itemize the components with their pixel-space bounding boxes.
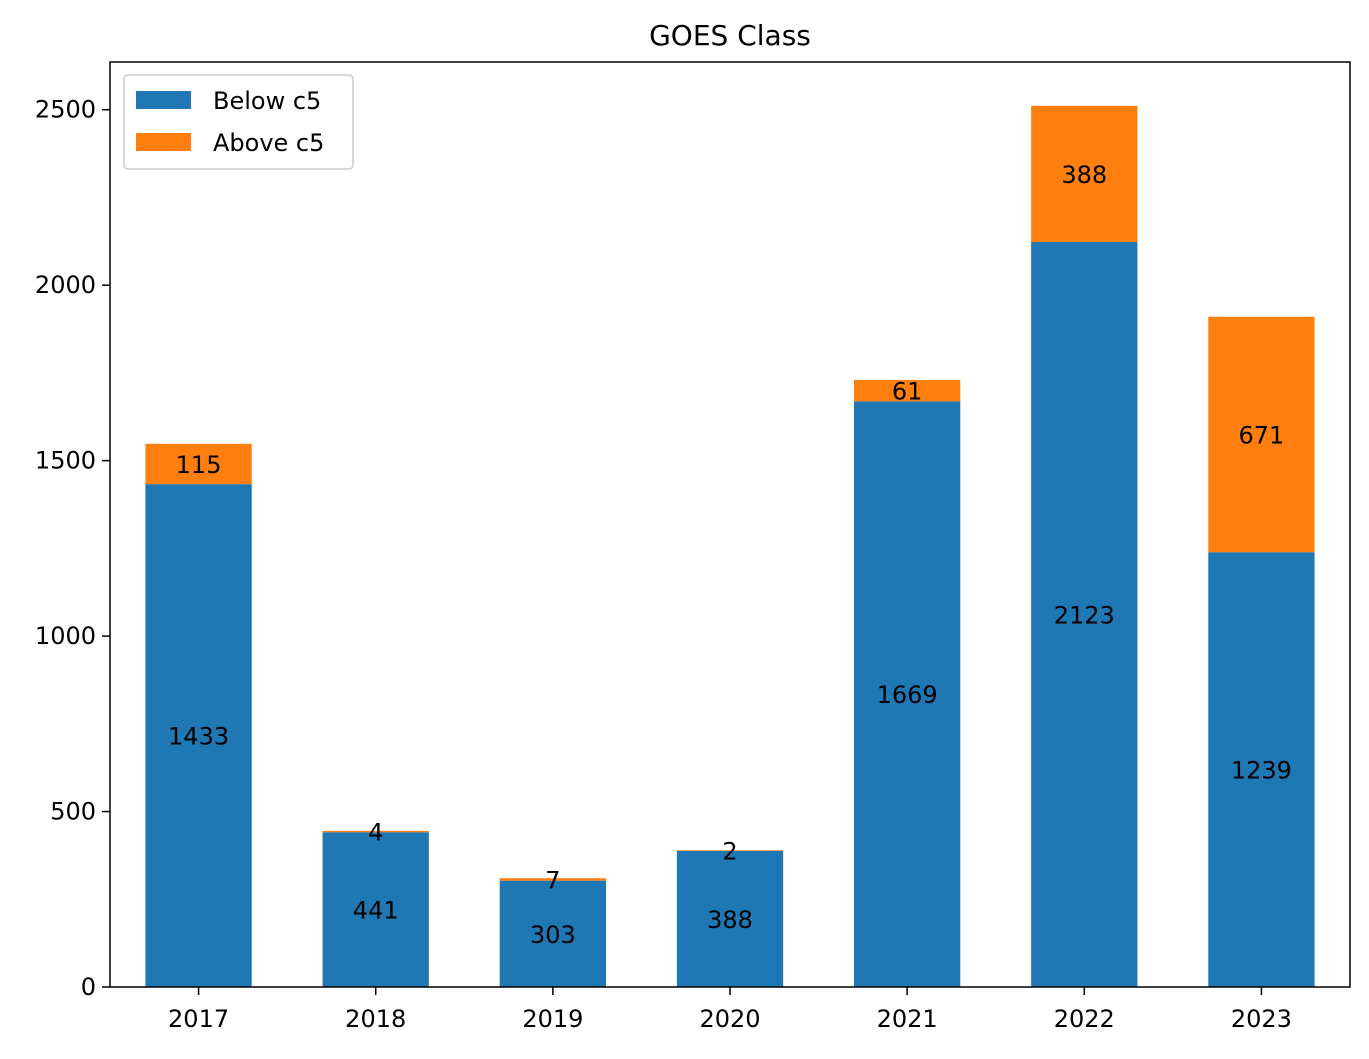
data-label-below-c5-2023: 1239	[1231, 757, 1292, 785]
legend-swatch-below-c5	[136, 91, 191, 109]
plot-frame	[109, 61, 1351, 988]
x-tick-label-2019: 2019	[522, 1005, 583, 1033]
y-tick-label-0: 0	[81, 973, 96, 1001]
bar-above-c5-2022	[1031, 105, 1138, 243]
data-label-below-c5-2019: 303	[530, 921, 576, 949]
data-label-below-c5-2020: 388	[707, 906, 753, 934]
legend: Below c5 Above c5	[123, 74, 354, 170]
x-tick-label-2022: 2022	[1054, 1005, 1115, 1033]
bar-below-c5-2023	[1208, 552, 1315, 987]
y-tick-label-500: 500	[50, 798, 96, 826]
data-label-below-c5-2017: 1433	[168, 723, 229, 751]
data-label-above-c5-2019: 7	[545, 866, 560, 894]
bar-above-c5-2017	[145, 443, 252, 485]
y-tick-label-1500: 1500	[35, 447, 96, 475]
data-label-above-c5-2017: 115	[176, 451, 222, 479]
data-label-below-c5-2021: 1669	[877, 681, 938, 709]
legend-swatch-above-c5	[136, 133, 191, 151]
bar-below-c5-2017	[145, 484, 252, 987]
bar-below-c5-2018	[322, 832, 429, 987]
legend-label-below-c5: Below c5	[213, 87, 321, 115]
data-label-above-c5-2020: 2	[722, 837, 737, 865]
bar-above-c5-2020	[676, 850, 784, 851]
bar-above-c5-2021	[854, 379, 961, 402]
y-tick-label-1000: 1000	[35, 622, 96, 650]
bar-above-c5-2023	[1208, 316, 1315, 553]
data-label-above-c5-2021: 61	[892, 378, 923, 406]
bar-below-c5-2019	[499, 880, 606, 987]
y-tick-label-2000: 2000	[35, 271, 96, 299]
x-tick-label-2017: 2017	[168, 1005, 229, 1033]
data-labels-layer: 1433 115 441 4 303 7 388 2 1669 61 2123 388 1239 671	[168, 161, 1292, 949]
legend-label-above-c5: Above c5	[213, 129, 324, 157]
axes-layer: 2017 2018 2019 2020 2021 2022 2023 0 500 1000 1500…	[35, 61, 1351, 1033]
data-label-above-c5-2022: 388	[1061, 161, 1107, 189]
x-tick-label-2020: 2020	[699, 1005, 760, 1033]
y-tick-label-2500: 2500	[35, 96, 96, 124]
bars-layer	[145, 105, 1315, 987]
bar-above-c5-2019	[499, 878, 606, 881]
bar-below-c5-2020	[676, 850, 784, 987]
bar-below-c5-2021	[854, 401, 961, 987]
x-tick-label-2023: 2023	[1231, 1005, 1292, 1033]
x-tick-label-2021: 2021	[877, 1005, 938, 1033]
data-label-above-c5-2023: 671	[1239, 421, 1285, 449]
chart-title: GOES Class	[649, 19, 811, 52]
x-tick-label-2018: 2018	[345, 1005, 406, 1033]
bar-above-c5-2018	[322, 830, 429, 833]
bar-below-c5-2022	[1031, 242, 1138, 987]
data-label-below-c5-2018: 441	[353, 897, 399, 925]
data-label-above-c5-2018: 4	[368, 819, 383, 847]
data-label-below-c5-2022: 2123	[1054, 602, 1115, 630]
